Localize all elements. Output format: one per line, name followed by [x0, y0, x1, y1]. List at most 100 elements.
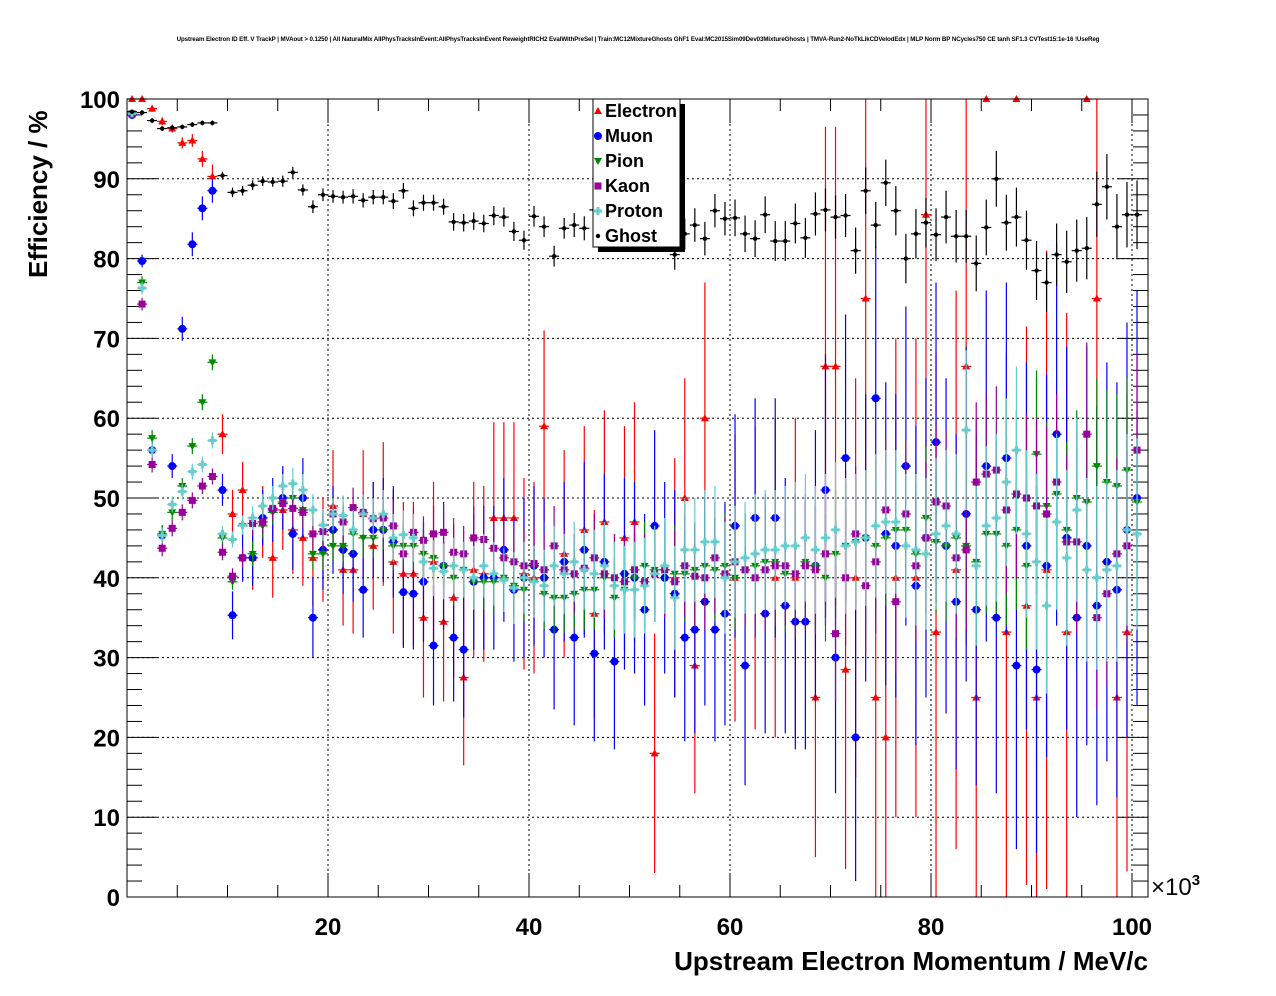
- data-point-marker: [511, 229, 517, 234]
- data-point-marker: [198, 482, 206, 490]
- chart-title: Upstream Electron ID Eff. V TrackP | MVA…: [176, 36, 1100, 43]
- data-point-marker: [188, 467, 197, 476]
- x-multiplier-exp: 3: [1192, 872, 1200, 889]
- data-point: [1051, 434, 1062, 610]
- data-point-marker: [188, 240, 197, 249]
- data-point-marker: [519, 573, 528, 582]
- data-point: [448, 537, 459, 594]
- data-point-marker: [751, 549, 760, 558]
- data-point-marker: [268, 494, 277, 502]
- data-point: [699, 490, 710, 594]
- data-point-marker: [270, 179, 275, 185]
- data-point-marker: [198, 204, 207, 213]
- data-point: [328, 189, 339, 203]
- data-point-marker: [1084, 246, 1089, 251]
- data-point-marker: [129, 109, 135, 114]
- data-point-marker: [762, 212, 768, 217]
- data-point-marker: [360, 198, 366, 203]
- data-point-marker: [783, 238, 788, 244]
- data-point: [1111, 193, 1122, 260]
- data-point-marker: [530, 577, 539, 586]
- legend-entry-muon: Muon: [594, 126, 653, 146]
- data-point-marker: [188, 443, 197, 451]
- data-point-marker: [499, 576, 508, 585]
- data-point: [850, 227, 861, 274]
- data-point-marker: [421, 200, 426, 205]
- data-point-marker: [371, 194, 376, 200]
- data-point-marker: [531, 214, 537, 219]
- data-point: [137, 297, 148, 311]
- data-point: [207, 120, 218, 126]
- data-point-marker: [399, 588, 408, 597]
- data-point-marker: [359, 585, 368, 594]
- data-point-marker: [741, 553, 750, 562]
- data-point: [187, 463, 198, 480]
- data-point-marker: [771, 545, 780, 554]
- data-point-marker: [550, 561, 559, 570]
- data-point-marker: [489, 569, 498, 578]
- data-point-marker: [148, 460, 156, 468]
- data-point: [137, 281, 148, 295]
- data-point: [559, 217, 570, 239]
- data-point-marker: [138, 284, 147, 293]
- data-point: [368, 189, 379, 205]
- data-point: [719, 201, 730, 236]
- data-point-marker: [170, 125, 175, 130]
- data-point: [167, 520, 178, 537]
- data-point: [167, 454, 178, 479]
- data-point-marker: [309, 530, 317, 538]
- data-point-marker: [401, 188, 406, 193]
- legend-label: Ghost: [605, 226, 657, 246]
- data-point-marker: [891, 517, 900, 526]
- data-point: [237, 462, 248, 518]
- data-point-marker: [158, 117, 167, 125]
- data-point: [277, 474, 288, 498]
- data-point: [227, 591, 238, 640]
- data-point-marker: [712, 208, 718, 213]
- data-point-marker: [290, 170, 296, 175]
- data-point: [147, 456, 158, 473]
- data-point-marker: [1002, 478, 1011, 487]
- data-point: [920, 478, 931, 630]
- data-point: [317, 188, 328, 202]
- data-point: [1061, 230, 1072, 293]
- data-point-marker: [942, 521, 951, 530]
- data-point: [177, 124, 188, 130]
- data-point-marker: [1064, 259, 1069, 264]
- data-point-marker: [149, 118, 155, 123]
- data-point-marker: [851, 537, 860, 546]
- data-point-marker: [1092, 463, 1101, 471]
- data-point: [448, 213, 459, 231]
- data-point: [498, 207, 509, 227]
- data-point: [820, 188, 831, 232]
- data-point: [237, 185, 248, 196]
- data-point-marker: [449, 633, 458, 642]
- data-point-marker: [359, 534, 368, 542]
- y-tick-label: 60: [93, 406, 120, 433]
- data-point-marker: [409, 533, 418, 542]
- data-point-marker: [551, 254, 557, 259]
- data-point-marker: [803, 235, 808, 241]
- data-point: [358, 541, 369, 638]
- data-point: [247, 541, 258, 566]
- data-point: [689, 208, 700, 242]
- data-point-marker: [892, 598, 900, 606]
- data-point-marker: [962, 546, 970, 554]
- data-point-marker: [451, 219, 456, 225]
- data-point-marker: [228, 611, 237, 620]
- data-point-marker: [731, 557, 740, 566]
- data-point-marker: [821, 533, 830, 542]
- data-point: [147, 118, 158, 123]
- series-layer: [127, 95, 1143, 897]
- data-point: [177, 316, 188, 341]
- data-point: [197, 120, 208, 126]
- data-point: [579, 529, 590, 610]
- data-point-marker: [972, 478, 980, 486]
- data-point: [780, 221, 791, 261]
- data-point: [699, 221, 710, 256]
- data-point-marker: [650, 569, 659, 578]
- data-point-marker: [350, 194, 356, 199]
- data-point: [820, 474, 831, 602]
- data-point-marker: [461, 220, 466, 225]
